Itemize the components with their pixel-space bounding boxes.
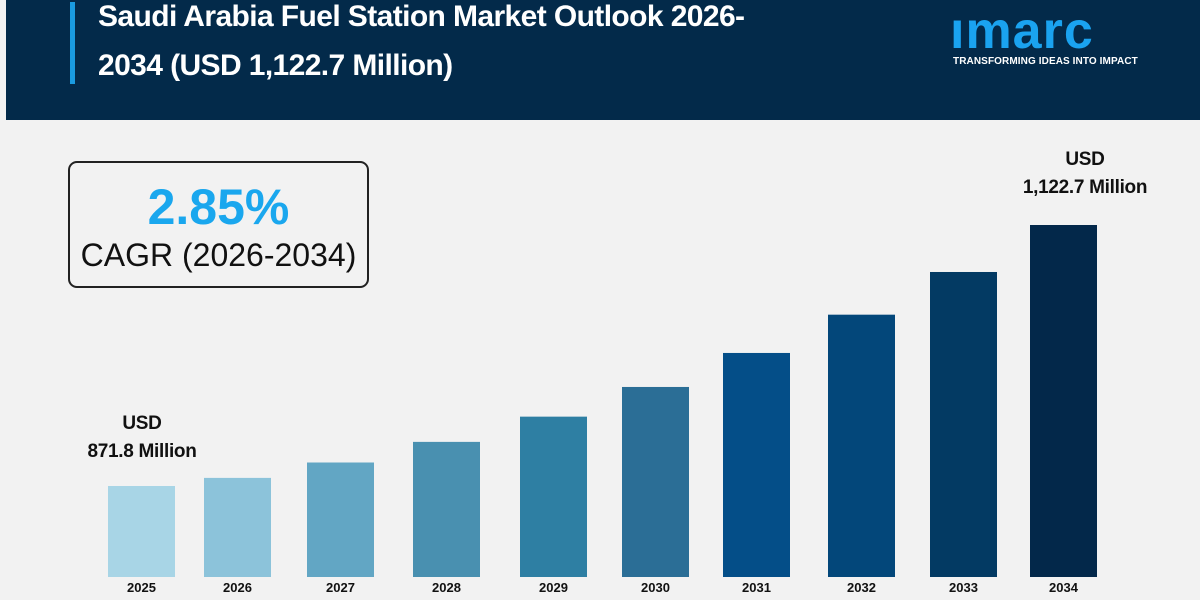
imarc-logo: ımarc TRANSFORMING IDEAS INTO IMPACT [950,2,1160,67]
bar-2026 [204,477,271,577]
x-tick-label-2032: 2032 [847,580,876,595]
start-value-currency: USD [122,413,162,434]
end-value-amount: 1,122.7 Million [1022,177,1148,198]
x-tick-label-2033: 2033 [949,580,978,595]
page-title-line-2: 2034 (USD 1,122.7 Million) [98,49,453,82]
x-tick-label-2028: 2028 [432,580,461,595]
x-tick-label-2026: 2026 [223,580,252,595]
bar-2029 [520,416,587,577]
x-tick-label-2025: 2025 [127,580,156,595]
bar-2030 [622,386,689,577]
bar-2031 [723,352,790,577]
logo-wordmark: ımarc [950,2,1094,60]
start-value-amount: 871.8 Million [87,441,197,462]
header-banner [6,0,1200,120]
bar-2028 [413,441,480,577]
bar-2032 [828,314,895,577]
logo-tagline: TRANSFORMING IDEAS INTO IMPACT [953,56,1138,67]
bar-2027 [307,462,374,577]
start-value-label: USD 871.8 Million [72,410,212,466]
bar-2034 [1030,225,1097,577]
page-title-line-1: Saudi Arabia Fuel Station Market Outlook… [98,0,745,33]
bar-2033 [930,271,997,577]
x-tick-label-2031: 2031 [742,580,771,595]
end-value-label: USD 1,122.7 Million [1000,146,1170,202]
end-value-currency: USD [1065,149,1105,170]
x-tick-label-2029: 2029 [539,580,568,595]
x-tick-label-2027: 2027 [326,580,355,595]
x-tick-label-2034: 2034 [1049,580,1079,595]
cagr-box: 2.85% CAGR (2026-2034) [68,161,369,288]
title-accent-bar [70,2,75,84]
cagr-label: CAGR (2026-2034) [80,237,357,273]
cagr-value: 2.85% [147,179,290,235]
x-tick-label-2030: 2030 [641,580,670,595]
bar-2025 [108,486,175,577]
